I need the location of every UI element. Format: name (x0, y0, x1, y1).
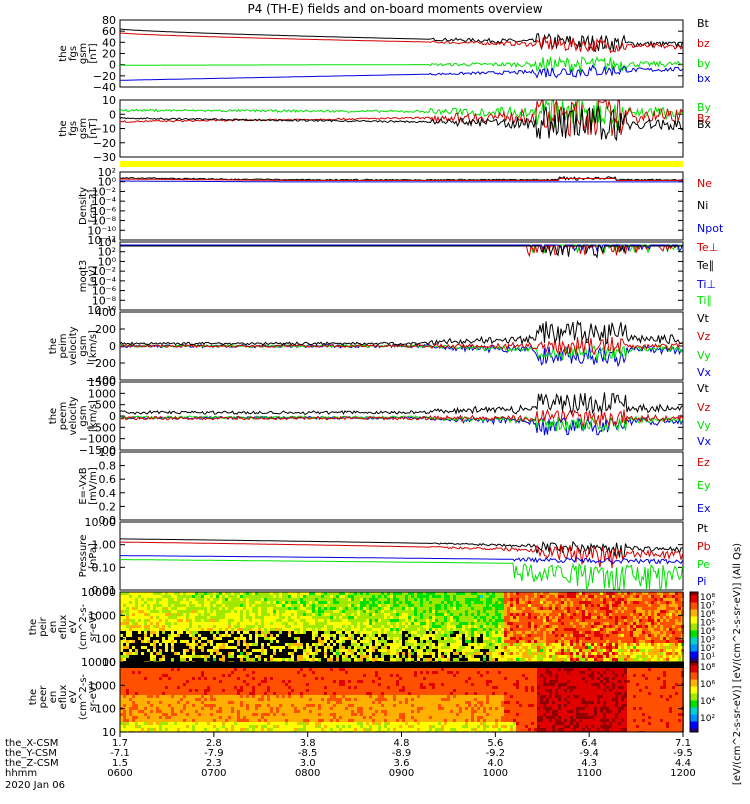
y-tick-label: 0 (109, 108, 116, 121)
x-tick-label: 0700 (201, 768, 226, 779)
panel-frame (120, 20, 683, 87)
legend-entry: Ti∥ (696, 294, 712, 307)
legend-entry: Ey (697, 479, 711, 492)
series-Vt (120, 392, 683, 414)
legend-entry: Npot (697, 222, 724, 235)
panel-frame (120, 242, 683, 310)
y-tick-label: −30 (93, 151, 116, 164)
y-tick-label: 0.4 (99, 487, 117, 500)
y-tick-label: 0 (109, 340, 116, 353)
legend-entry: Ez (697, 456, 710, 469)
colorbar-tick: 10⁴ (700, 697, 715, 707)
colorbar-tick: 10⁸ (700, 663, 715, 673)
y-tick-label: 0.2 (99, 500, 117, 513)
y-tick-label: 1.0 (99, 446, 117, 459)
y-tick-label: 10 (102, 94, 116, 107)
x-axis-row-label: hhmm (5, 768, 37, 779)
colorbar-peer (690, 662, 698, 733)
y-axis-label: [nPa] (88, 543, 99, 569)
series-Pe (120, 560, 683, 589)
y-axis-label: sr-eV) (88, 612, 99, 641)
legend-entry: Bx (697, 118, 712, 131)
x-tick-label: 0900 (389, 768, 414, 779)
legend-entry: Vz (697, 330, 711, 343)
series-bx (120, 66, 683, 81)
legend-entry: bx (697, 72, 711, 85)
legend-entry: Ex (697, 502, 711, 515)
legend-entry: bz (697, 37, 710, 50)
y-tick-label: 10000 (81, 586, 116, 599)
spectrogram-peer (120, 662, 684, 732)
y-axis-label: [km/s] (88, 330, 99, 362)
series-Bt (120, 29, 683, 51)
legend-entry: Pe (697, 558, 710, 571)
y-tick-label: 10000 (81, 656, 116, 669)
x-tick-label: 0800 (295, 768, 320, 779)
legend-entry: Vt (697, 382, 710, 395)
legend-entry: Pb (697, 540, 711, 553)
x-axis-date: 2020 Jan 06 (5, 780, 65, 791)
y-axis-label: [eV] (88, 266, 99, 287)
colorbar-peir (690, 592, 698, 663)
legend-entry: Vx (697, 435, 712, 448)
legend-entry: Bt (697, 17, 710, 30)
legend-entry: by (697, 57, 711, 70)
series-Vz (120, 410, 683, 428)
plot-title: P4 (TH-E) fields and on-board moments ov… (247, 2, 542, 16)
y-tick-label: 0.6 (99, 473, 117, 486)
legend-entry: Pt (697, 522, 709, 535)
legend-entry: Vy (697, 419, 711, 432)
legend-entry: Pi (697, 575, 706, 588)
series-Vt (120, 321, 683, 344)
series-Te-par (120, 246, 683, 257)
panel-frame (120, 452, 683, 520)
legend-entry: Vx (697, 366, 712, 379)
y-tick-label: 10.00 (85, 516, 117, 529)
y-axis-label: [cm-3] (88, 189, 99, 222)
legend-entry: Te∥ (696, 259, 714, 272)
x-tick-label: 1000 (483, 768, 508, 779)
legend-entry: Vz (697, 401, 711, 414)
series-Npot (120, 181, 683, 182)
mode-bar (120, 161, 683, 167)
series-by (120, 57, 683, 72)
legend-entry: Vt (697, 312, 710, 325)
y-tick-label: −40 (93, 81, 116, 94)
y-axis-label: [km/s] (88, 400, 99, 432)
legend-entry: Te⊥ (696, 241, 718, 254)
x-tick-label: 1200 (670, 768, 695, 779)
x-tick-label: 0600 (107, 768, 132, 779)
legend-entry: Ti⊥ (696, 278, 716, 291)
y-axis-label: [nT] (88, 43, 99, 63)
colorbar-label: [eV/(cm^2-s-sr-eV)] [eV/(cm^2-s-sr-eV)] … (732, 543, 743, 785)
colorbar-tick: 10⁶ (700, 680, 715, 690)
y-tick-label: 0.8 (99, 460, 117, 473)
colorbar-tick: 10² (700, 714, 715, 724)
legend-entry: Ne (697, 177, 712, 190)
series-Pb (120, 542, 683, 568)
colorbar-tick: 10¹ (700, 653, 715, 663)
x-tick-label: 1100 (576, 768, 601, 779)
legend-entry: Vy (697, 349, 711, 362)
y-axis-label: [mV/m] (88, 467, 99, 505)
y-tick-label: 400 (95, 306, 116, 319)
y-axis-label: sr-eV) (88, 682, 99, 711)
legend-entry: Ni (697, 199, 708, 212)
y-axis-label: [nT] (88, 118, 99, 138)
spectrogram-peir (120, 592, 684, 662)
